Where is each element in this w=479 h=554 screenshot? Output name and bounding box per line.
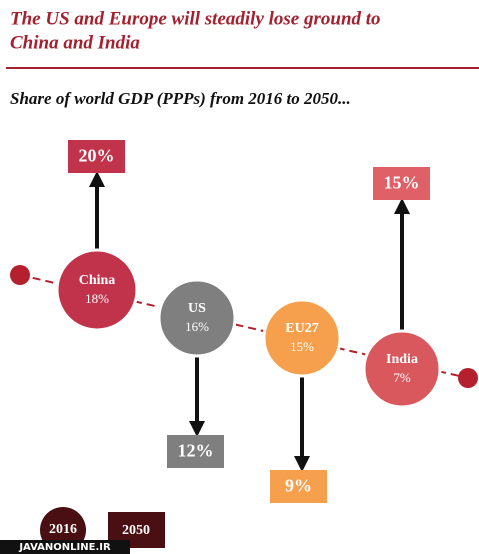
share-2016: 7% bbox=[393, 370, 411, 385]
country-bubble bbox=[362, 329, 442, 409]
country-name: China bbox=[79, 273, 116, 288]
country-bubble bbox=[55, 248, 139, 332]
country-bubble bbox=[157, 278, 237, 358]
share-2016: 16% bbox=[185, 319, 209, 334]
share-2050: 15% bbox=[384, 173, 420, 193]
items: China 18% 20% US 16% 12% EU27 15% 9% India 7% 15% bbox=[55, 140, 442, 503]
share-2050-box bbox=[68, 140, 125, 173]
share-2050-box bbox=[270, 470, 327, 503]
subtitle: Share of world GDP (PPPs) from 2016 to 2… bbox=[10, 89, 351, 108]
country-name: US bbox=[188, 301, 206, 316]
share-2050-box bbox=[167, 435, 224, 468]
watermark: JAVANONLINE.IR bbox=[18, 542, 111, 553]
watermark-bar bbox=[0, 540, 130, 554]
country-name: EU27 bbox=[285, 321, 318, 336]
share-2016: 18% bbox=[85, 291, 109, 306]
legend-label: 2016 bbox=[49, 522, 77, 537]
share-2016: 15% bbox=[290, 339, 314, 354]
legend-label: 2050 bbox=[122, 523, 150, 538]
country-bubble bbox=[262, 298, 342, 378]
title-line: China and India bbox=[10, 32, 140, 53]
share-2050: 9% bbox=[285, 476, 312, 496]
end-dot bbox=[10, 265, 30, 285]
share-2050-box bbox=[373, 167, 430, 200]
share-2050: 20% bbox=[79, 146, 115, 166]
share-2050: 12% bbox=[178, 441, 214, 461]
title-line: The US and Europe will steadily lose gro… bbox=[10, 8, 381, 29]
end-dot bbox=[458, 368, 478, 388]
country-name: India bbox=[386, 352, 418, 367]
